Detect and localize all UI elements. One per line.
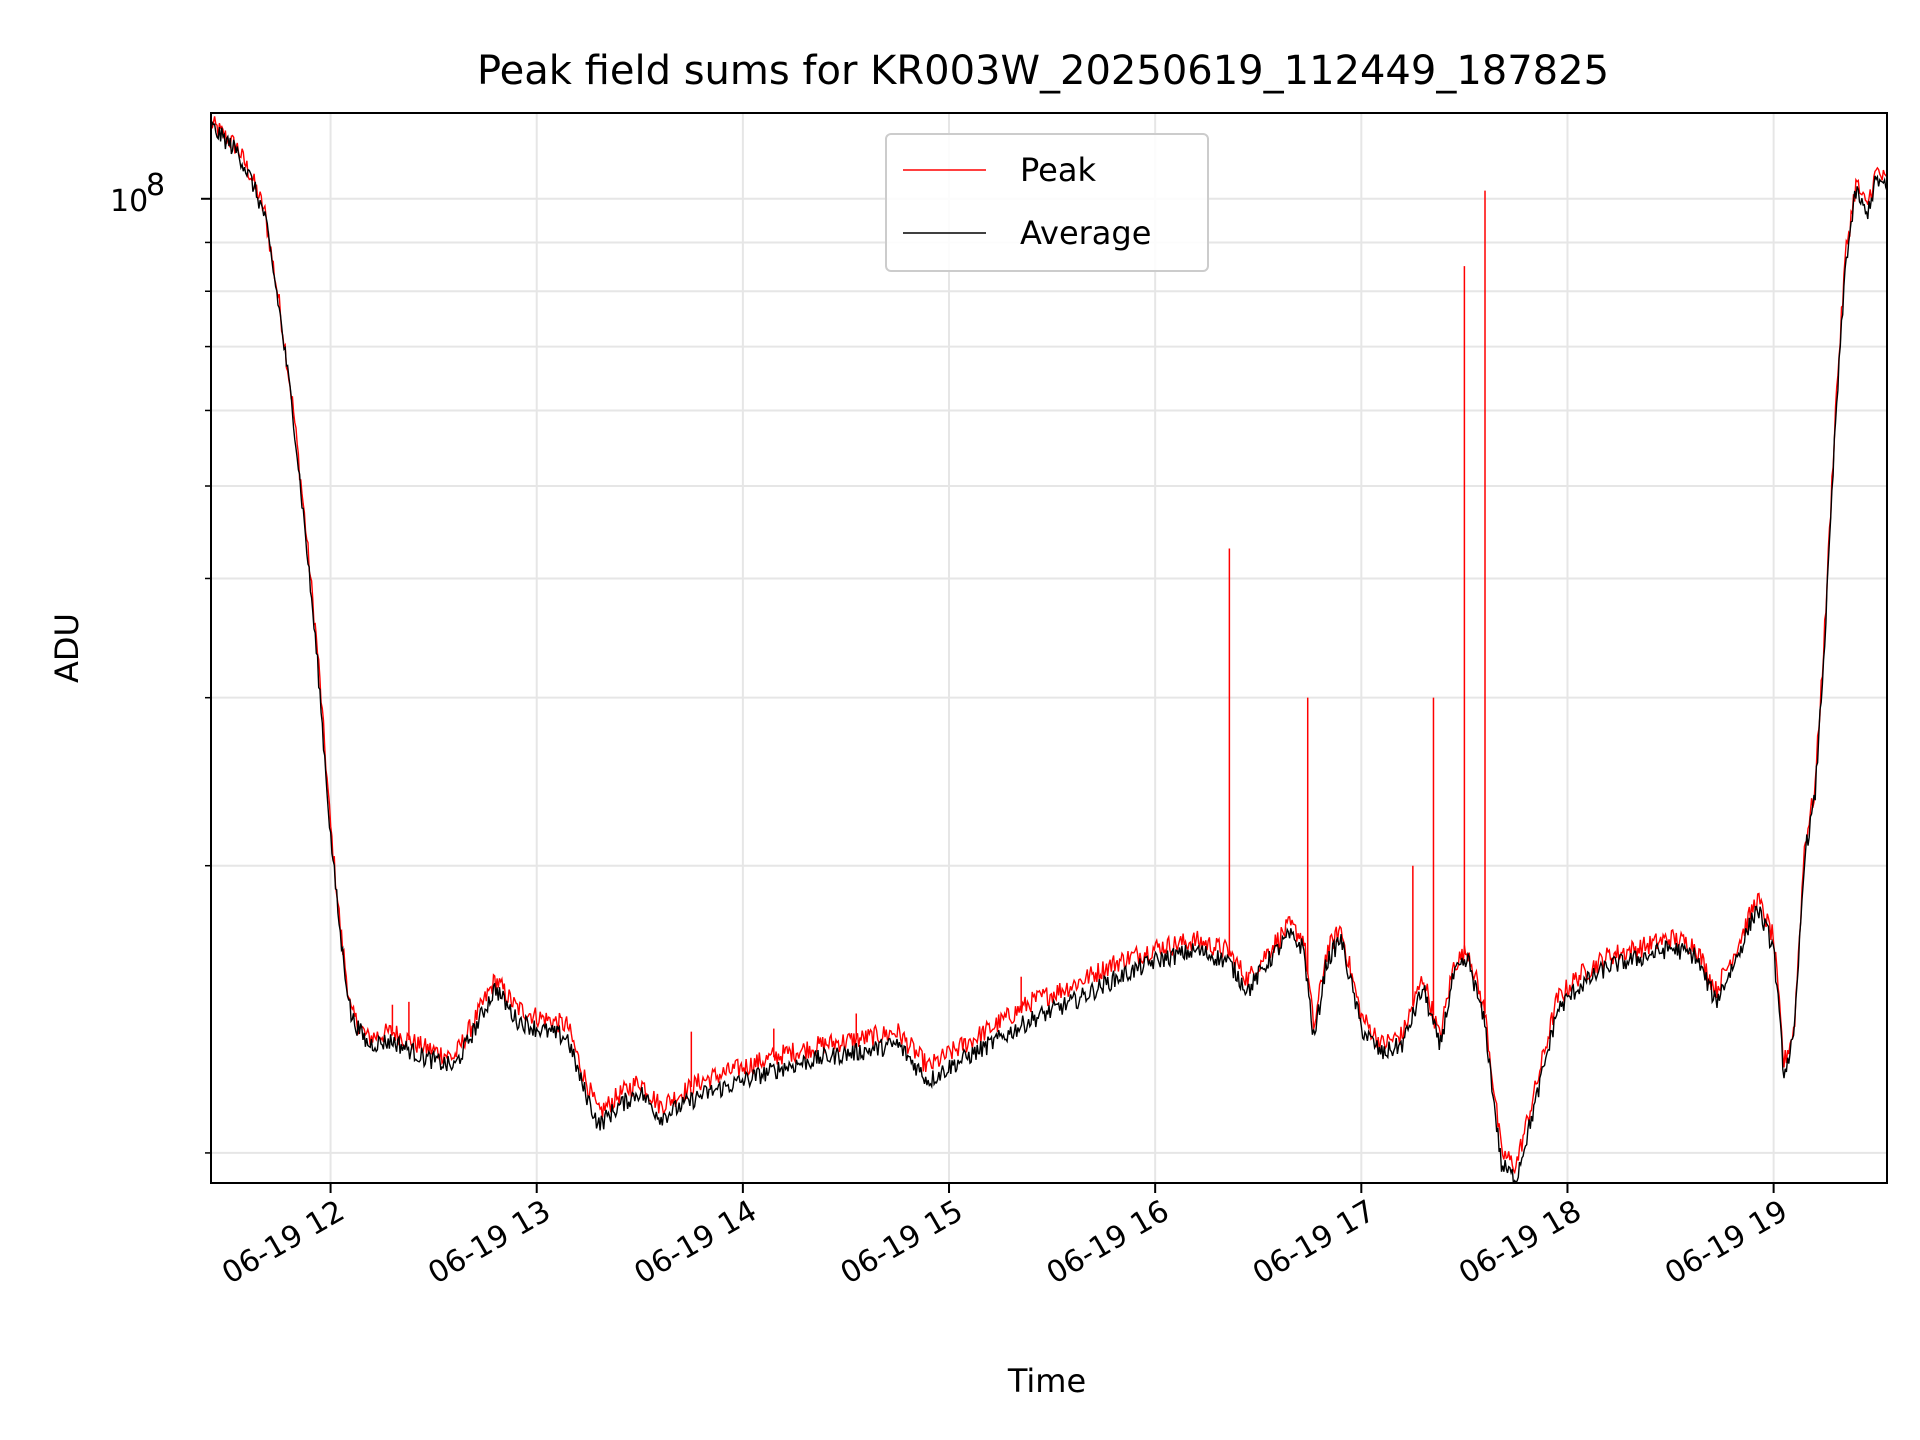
y-tick-label: 10 xyxy=(110,184,148,219)
y-axis-label: ADU xyxy=(48,613,86,683)
plot-frame xyxy=(210,112,1888,1184)
y-axis: 108 xyxy=(110,168,211,1154)
legend-box xyxy=(885,133,1209,272)
y-tick-exponent: 8 xyxy=(146,168,165,203)
series-average-line xyxy=(211,120,1887,1183)
legend-label-peak: Peak xyxy=(1020,151,1096,189)
chart-title: Peak field sums for KR003W_20250619_1124… xyxy=(477,48,1609,94)
x-axis-label: Time xyxy=(1007,1362,1086,1400)
plot-area xyxy=(211,116,1887,1183)
series-peak-line xyxy=(211,116,1887,1175)
legend: Peak Average xyxy=(885,133,1209,272)
grid xyxy=(211,113,1887,1183)
legend-label-average: Average xyxy=(1020,214,1151,252)
